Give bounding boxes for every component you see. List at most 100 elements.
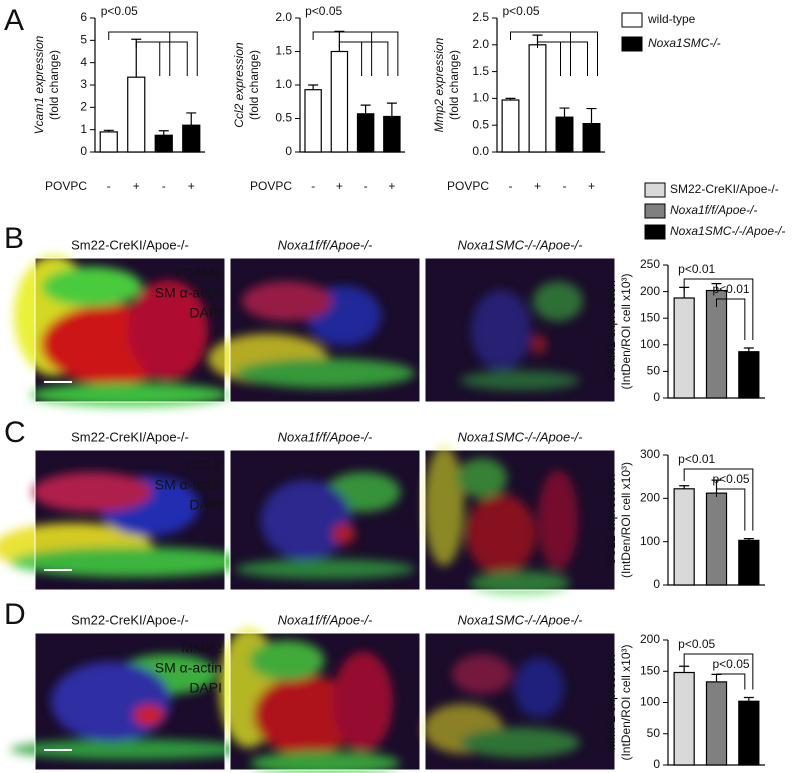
significance-bracket — [683, 653, 754, 690]
x-tick-label: + — [133, 179, 140, 193]
signal — [332, 524, 356, 544]
y-tick-label: 0 — [653, 757, 660, 771]
bar — [154, 134, 173, 153]
stain-label: VCAM1 — [174, 265, 222, 281]
x-tick-label: + — [388, 179, 395, 193]
x-tick-label: - — [509, 179, 513, 193]
image-title: Sm22-CreKI/Apoe-/- — [71, 429, 189, 444]
x-tick-label: - — [364, 179, 368, 193]
panel-letter: A — [4, 4, 24, 37]
y-tick-label: 0 — [653, 390, 660, 404]
y-axis-label: Vcam1 expression — [32, 35, 46, 134]
significance-label: p<0.01 — [713, 282, 750, 296]
image-title: Noxa1f/f/Apoe-/- — [278, 429, 373, 444]
y-tick-label: 50 — [647, 364, 661, 378]
image-title: Noxa1f/f/Apoe-/- — [278, 612, 373, 627]
y-tick-label: 1.5 — [472, 64, 489, 78]
significance-label: p<0.05 — [678, 637, 715, 651]
y-tick-label: 2.0 — [472, 37, 489, 51]
bar — [127, 76, 146, 153]
error-bar — [679, 665, 690, 673]
signal — [30, 382, 230, 407]
y-tick-label: 3 — [80, 77, 87, 91]
signal — [235, 358, 415, 389]
micrograph-border — [34, 449, 226, 591]
signal — [10, 547, 250, 577]
image-title: Noxa1f/f/Apoe-/- — [278, 237, 373, 252]
micrograph-border — [229, 449, 421, 591]
signal — [538, 470, 578, 570]
signal — [250, 751, 400, 773]
stain-label: DAPI — [189, 680, 222, 696]
y-tick-label: 150 — [640, 310, 660, 324]
image-title: Noxa1SMC-/-/Apoe-/- — [458, 612, 584, 627]
significance-label: p<0.05 — [713, 657, 750, 671]
signal — [460, 727, 580, 758]
y-tick-label: 250 — [640, 257, 660, 271]
signal — [42, 266, 142, 307]
error-bar — [743, 347, 754, 352]
bar — [582, 122, 601, 153]
error-bar — [334, 30, 345, 52]
signal — [253, 675, 359, 756]
legend-swatch — [644, 224, 666, 240]
x-tick-label: - — [107, 179, 111, 193]
y-axis-label: (IntDen/ROI cell x10³) — [619, 462, 633, 578]
bar — [356, 113, 375, 153]
x-axis-label: POVPC — [447, 179, 489, 193]
micrograph-signal — [423, 654, 580, 758]
signal — [460, 370, 580, 391]
micrograph-signal — [0, 472, 250, 577]
stain-label: SM α-actin — [155, 660, 222, 676]
y-tick-label: 0.0 — [472, 144, 489, 158]
x-tick-label: + — [534, 179, 541, 193]
bar — [555, 116, 574, 153]
panel-letter: C — [4, 416, 26, 449]
y-tick-label: 0 — [80, 144, 87, 158]
signal — [10, 739, 250, 760]
y-axis-label: (IntDen/ROI cell x10³) — [619, 644, 633, 760]
legend-label: wild-type — [647, 12, 696, 26]
legend-swatch — [644, 182, 666, 198]
bar — [330, 50, 349, 153]
signal — [514, 657, 564, 718]
significance-label: p<0.05 — [305, 4, 342, 18]
x-tick-label: + — [188, 179, 195, 193]
legend-label: Noxa1f/f/Apoe-/- — [670, 203, 757, 217]
bar — [705, 492, 728, 586]
micrograph-border — [424, 449, 616, 591]
micrograph-signal — [235, 472, 415, 579]
significance-label: p<0.05 — [503, 4, 540, 18]
x-tick-label: + — [336, 179, 343, 193]
y-tick-label: 150 — [640, 663, 660, 677]
bar — [182, 124, 201, 153]
y-tick-label: 5 — [80, 33, 87, 47]
panel-letter: D — [4, 598, 26, 631]
signal — [533, 281, 583, 322]
x-tick-label: - — [563, 179, 567, 193]
error-bar — [186, 112, 197, 126]
error-bar — [743, 696, 754, 702]
error-bar — [360, 104, 371, 114]
bar — [528, 44, 547, 153]
bar — [673, 297, 695, 399]
bar — [673, 488, 695, 586]
micrograph-signal — [219, 627, 400, 773]
bar — [304, 89, 322, 153]
micrograph-signal — [460, 281, 583, 391]
y-tick-label: 100 — [640, 534, 660, 548]
signal — [531, 334, 547, 355]
signal — [470, 571, 570, 595]
bar — [738, 539, 760, 586]
legend-swatch — [621, 36, 643, 52]
significance-bracket — [510, 31, 598, 76]
y-tick-label: 0 — [653, 577, 660, 591]
significance-bracket — [108, 31, 198, 76]
y-tick-label: 200 — [640, 632, 660, 646]
error-bar — [586, 107, 597, 124]
micrograph-signal — [424, 446, 578, 595]
y-tick-label: 4 — [80, 55, 87, 69]
y-axis-label: VCAM1 expression — [604, 280, 618, 383]
y-tick-label: 0 — [285, 144, 292, 158]
y-axis-label: (fold change) — [447, 50, 461, 120]
